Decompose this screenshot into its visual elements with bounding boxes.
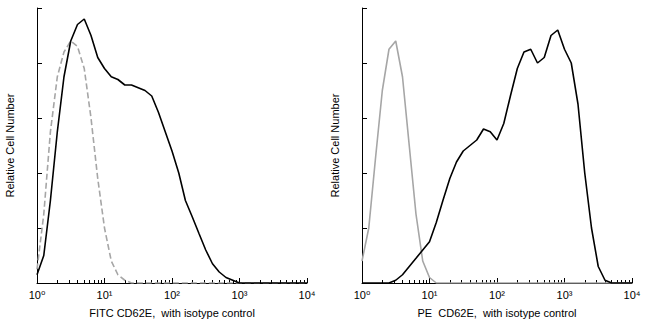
svg-text:Relative Cell Number: Relative Cell Number bbox=[4, 93, 16, 197]
svg-text:10⁴: 10⁴ bbox=[624, 289, 641, 301]
svg-text:10⁰: 10⁰ bbox=[29, 289, 46, 301]
svg-text:10⁴: 10⁴ bbox=[299, 289, 316, 301]
svg-text:10¹: 10¹ bbox=[422, 289, 438, 301]
svg-text:10³: 10³ bbox=[232, 289, 248, 301]
svg-text:Relative Cell Number: Relative Cell Number bbox=[329, 93, 341, 197]
svg-text:10⁰: 10⁰ bbox=[354, 289, 371, 301]
svg-text:10²: 10² bbox=[489, 289, 505, 301]
svg-text:10³: 10³ bbox=[557, 289, 573, 301]
svg-text:PE CD62E, with isotype contr: PE CD62E, with isotype control bbox=[418, 307, 577, 319]
svg-text:FITC CD62E, with isotype cont: FITC CD62E, with isotype control bbox=[89, 307, 255, 319]
svg-text:10²: 10² bbox=[164, 289, 180, 301]
svg-text:10¹: 10¹ bbox=[97, 289, 113, 301]
